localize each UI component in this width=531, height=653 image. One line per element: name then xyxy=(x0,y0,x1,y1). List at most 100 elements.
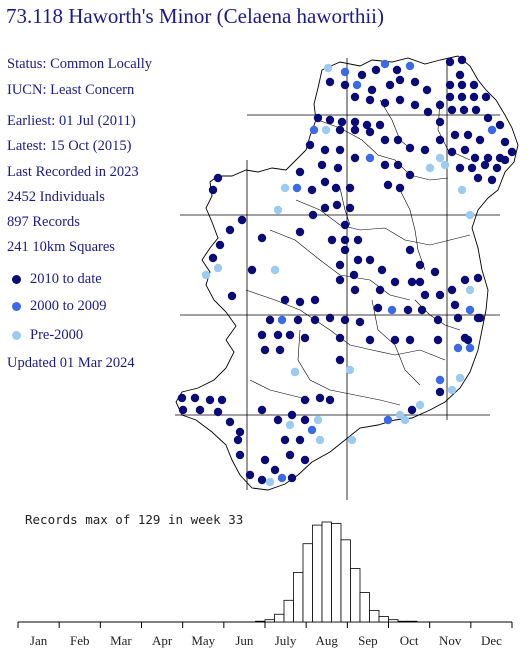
record-dot xyxy=(415,400,425,410)
record-dot xyxy=(400,415,410,425)
legend-label-2010-to-date: 2010 to date xyxy=(30,271,102,287)
record-dot xyxy=(321,125,331,135)
record-dot xyxy=(350,125,360,135)
record-dot xyxy=(410,77,420,87)
month-label: Nov xyxy=(439,633,462,648)
record-dot xyxy=(285,450,295,460)
record-dot xyxy=(405,143,415,153)
histogram-bar xyxy=(274,613,285,623)
record-dot xyxy=(270,265,280,275)
squares-count: 241 10km Squares xyxy=(7,239,115,255)
legend-dot-2010-to-date xyxy=(12,275,21,284)
record-dot xyxy=(290,367,300,377)
record-dot xyxy=(273,330,283,340)
histogram-bar xyxy=(312,524,323,623)
record-dot xyxy=(435,153,445,163)
record-dot xyxy=(435,290,445,300)
record-dot xyxy=(380,59,390,69)
record-dot xyxy=(423,107,433,117)
record-dot xyxy=(345,203,355,213)
record-dot xyxy=(273,205,283,215)
record-dot xyxy=(500,137,510,147)
histogram-bar xyxy=(255,620,266,623)
record-dot xyxy=(380,160,390,170)
record-dot xyxy=(433,315,443,325)
record-dot xyxy=(455,373,465,383)
record-dot xyxy=(420,290,430,300)
record-dot xyxy=(377,265,387,275)
record-dot xyxy=(320,203,330,213)
record-dot xyxy=(350,153,360,163)
histogram-bar xyxy=(359,592,370,623)
record-dot xyxy=(465,210,475,220)
record-dot xyxy=(395,75,405,85)
record-dot xyxy=(465,305,475,315)
record-dot xyxy=(317,160,327,170)
record-dot xyxy=(213,173,223,183)
record-dot xyxy=(257,330,267,340)
record-dot xyxy=(235,427,245,437)
record-dot xyxy=(357,70,367,80)
histogram-bar xyxy=(293,571,304,623)
record-dot xyxy=(350,92,360,102)
record-dot xyxy=(373,303,383,313)
record-dot xyxy=(469,80,479,90)
record-dot xyxy=(465,343,475,353)
record-dot xyxy=(420,145,430,155)
record-dot xyxy=(393,135,403,145)
phenology-histogram xyxy=(17,521,513,628)
record-dot xyxy=(201,270,211,280)
record-dot xyxy=(225,225,235,235)
record-dot xyxy=(435,100,445,110)
record-dot xyxy=(380,98,390,108)
record-dot xyxy=(325,313,335,323)
record-dot xyxy=(469,92,479,102)
record-dot xyxy=(445,92,455,102)
month-label: Feb xyxy=(70,633,90,648)
record-dot xyxy=(315,435,325,445)
record-dot xyxy=(392,65,402,75)
record-dot xyxy=(275,345,285,355)
record-dot xyxy=(340,80,350,90)
record-dot xyxy=(337,117,347,127)
record-dot xyxy=(260,455,270,465)
histogram-bar xyxy=(340,539,351,623)
histogram-bar xyxy=(350,568,361,623)
record-dot xyxy=(309,125,319,135)
record-dot xyxy=(215,240,225,250)
record-dot xyxy=(340,245,350,255)
record-dot xyxy=(340,235,350,245)
latest-text: Latest: 15 Oct (2015) xyxy=(7,138,132,154)
record-dot xyxy=(365,127,375,137)
record-dot xyxy=(483,153,493,163)
record-dot xyxy=(390,277,400,287)
record-dot xyxy=(473,173,483,183)
record-dot xyxy=(435,375,445,385)
record-dot xyxy=(345,183,355,193)
record-dot xyxy=(375,120,385,130)
record-dot xyxy=(507,147,517,157)
record-dot xyxy=(225,417,235,427)
record-dot xyxy=(285,420,295,430)
record-dot xyxy=(422,85,432,95)
record-dot xyxy=(350,117,360,127)
record-dot xyxy=(395,183,405,193)
record-dot xyxy=(380,135,390,145)
record-dot xyxy=(323,63,333,73)
county-boundaries xyxy=(245,99,471,406)
record-dot xyxy=(455,70,465,80)
record-dot xyxy=(481,92,491,102)
record-dot xyxy=(310,315,320,325)
record-dot xyxy=(300,415,310,425)
record-dot xyxy=(355,317,365,327)
record-dot xyxy=(208,185,218,195)
record-dots xyxy=(177,55,517,487)
record-dot xyxy=(300,455,310,465)
record-dot xyxy=(260,345,270,355)
record-dot xyxy=(433,335,443,345)
record-dot xyxy=(471,105,481,115)
record-dot xyxy=(295,167,305,177)
histogram-bar xyxy=(407,620,418,623)
record-dot xyxy=(435,387,445,397)
